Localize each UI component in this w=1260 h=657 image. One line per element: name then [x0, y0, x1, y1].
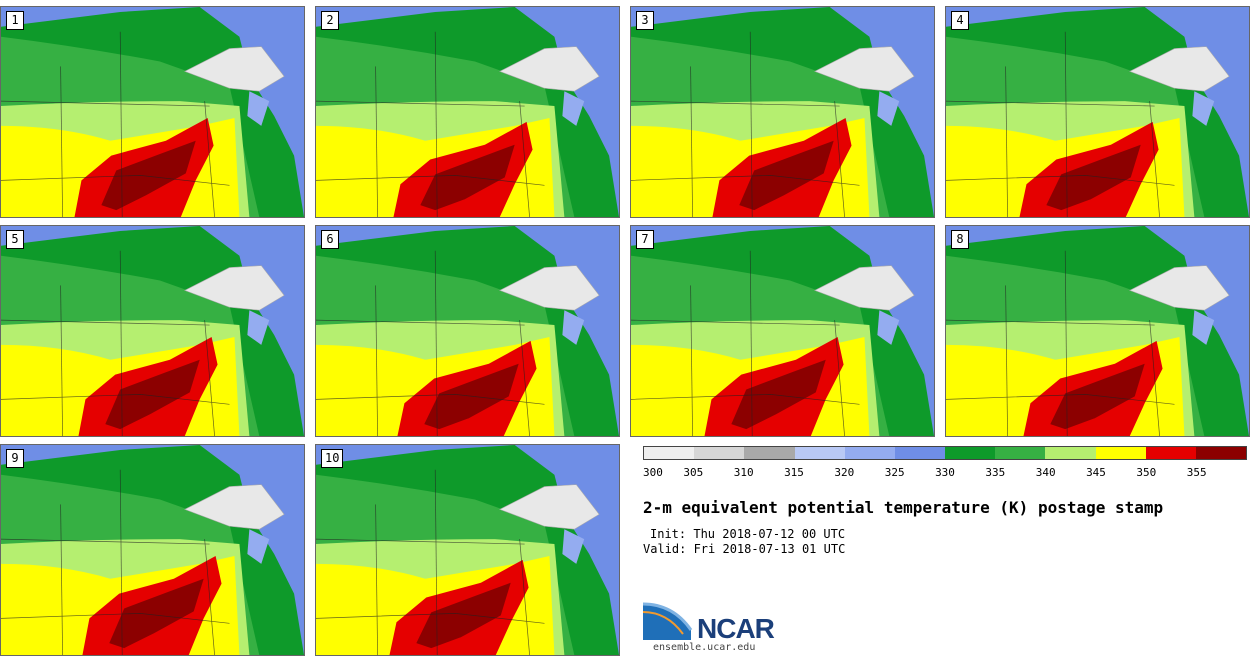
init-time: Init: Thu 2018-07-12 00 UTC — [650, 527, 846, 541]
colorbar-swatch — [1095, 447, 1146, 459]
colorbar-swatch — [644, 447, 695, 459]
colorbar-swatch — [1195, 447, 1247, 459]
member-number-label: 8 — [951, 230, 969, 249]
colorbar-tick-label: 330 — [935, 466, 955, 479]
colorbar-tick-label: 325 — [884, 466, 905, 479]
colorbar-tick-label: 305 — [683, 466, 704, 479]
colorbar — [643, 446, 1247, 460]
colorbar-tick-label: 355 — [1186, 466, 1207, 479]
colorbar-tick-label: 350 — [1136, 466, 1157, 479]
colorbar-swatch — [945, 447, 996, 459]
member-number-label: 5 — [6, 230, 24, 249]
colorbar-tick-label: 335 — [985, 466, 1006, 479]
colorbar-swatch — [794, 447, 845, 459]
map-panel: 4 — [945, 6, 1250, 218]
ensemble-member-map — [316, 445, 619, 655]
ensemble-member-map — [631, 226, 934, 436]
logo-url: ensemble.ucar.edu — [653, 642, 756, 653]
ensemble-member-map — [631, 7, 934, 217]
member-number-label: 4 — [951, 11, 969, 30]
map-panel: 8 — [945, 225, 1250, 437]
colorbar-swatch — [1045, 447, 1096, 459]
colorbar-tick-label: 320 — [834, 466, 855, 479]
map-panel: 7 — [630, 225, 935, 437]
map-panel: 1 — [0, 6, 305, 218]
colorbar-swatch — [744, 447, 795, 459]
colorbar-ticks: 300 305 310 315 320 325 330 335 340 345 350 355 — [643, 466, 1247, 480]
ensemble-member-map — [1, 445, 304, 655]
map-panel: 10 — [315, 444, 620, 656]
valid-time: Valid: Fri 2018-07-13 01 UTC — [643, 542, 846, 556]
map-panel: 6 — [315, 225, 620, 437]
ensemble-member-map — [1, 7, 304, 217]
ensemble-member-map — [946, 7, 1249, 217]
member-number-label: 7 — [636, 230, 654, 249]
logo-name: NCAR — [697, 613, 775, 644]
ensemble-member-map — [1, 226, 304, 436]
ncar-logo-icon — [643, 602, 693, 640]
colorbar-swatch — [1145, 447, 1196, 459]
figure-title: 2-m equivalent potential temperature (K)… — [643, 498, 1164, 517]
map-panel: 9 — [0, 444, 305, 656]
ensemble-member-map — [946, 226, 1249, 436]
member-number-label: 10 — [321, 449, 344, 468]
map-panel: 5 — [0, 225, 305, 437]
colorbar-swatch — [995, 447, 1046, 459]
colorbar-swatch — [894, 447, 946, 459]
ensemble-member-map — [316, 7, 619, 217]
colorbar-tick-label: 315 — [784, 466, 804, 479]
ensemble-member-map — [316, 226, 619, 436]
member-number-label: 1 — [6, 11, 24, 30]
colorbar-swatch — [694, 447, 745, 459]
member-number-label: 3 — [636, 11, 654, 30]
member-number-label: 2 — [321, 11, 339, 30]
colorbar-tick-label: 340 — [1035, 466, 1056, 479]
colorbar-tick-label: 345 — [1086, 466, 1106, 479]
colorbar-tick-label: 300 — [643, 466, 663, 479]
map-panel: 2 — [315, 6, 620, 218]
member-number-label: 6 — [321, 230, 339, 249]
colorbar-tick-label: 310 — [733, 466, 754, 479]
colorbar-swatch — [844, 447, 895, 459]
map-panel: 3 — [630, 6, 935, 218]
member-number-label: 9 — [6, 449, 24, 468]
